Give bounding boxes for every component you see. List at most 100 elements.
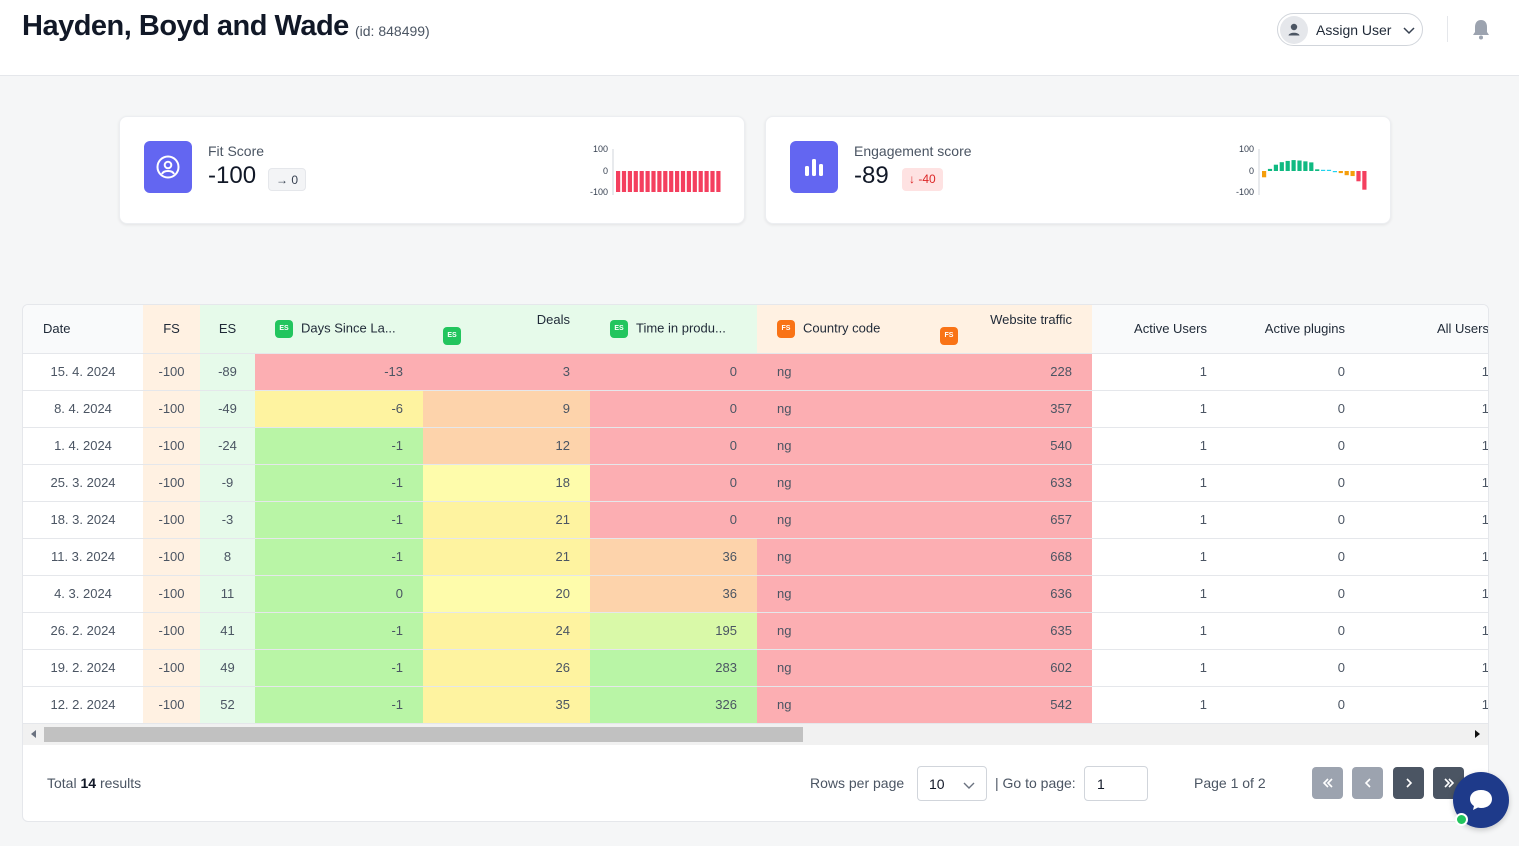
table-row[interactable]: 19. 2. 2024 -100 49 -1 26 283 ng 602 1 0 1	[23, 649, 1488, 687]
cell-es: 41	[200, 612, 255, 650]
cell-fs: -100	[143, 464, 200, 502]
cell-days: -1	[255, 427, 423, 465]
spark-bar	[663, 171, 668, 192]
cell-traffic: 542	[924, 686, 1092, 724]
go-to-page-input[interactable]	[1084, 766, 1148, 801]
table-row[interactable]: 8. 4. 2024 -100 -49 -6 9 0 ng 357 1 0 1	[23, 390, 1488, 428]
table-row[interactable]: 15. 4. 2024 -100 -89 -13 3 0 ng 228 1 0 1	[23, 353, 1488, 391]
table-body: 15. 4. 2024 -100 -89 -13 3 0 ng 228 1 0 1 8. 4. 202…	[23, 353, 1488, 724]
cell-es: -24	[200, 427, 255, 465]
cell-date: 12. 2. 2024	[23, 686, 143, 724]
spark-tick-label: 100	[593, 144, 608, 154]
rows-per-page-select[interactable]: 10	[917, 766, 987, 801]
cell-traffic: 602	[924, 649, 1092, 687]
column-header[interactable]: All Users	[1365, 305, 1488, 354]
spark-bar	[1332, 171, 1337, 173]
cell-plugins: 0	[1227, 612, 1365, 650]
cell-time: 195	[590, 612, 757, 650]
cell-traffic: 657	[924, 501, 1092, 539]
column-header[interactable]: ES Time in produ...	[590, 305, 757, 354]
cell-active-users: 1	[1092, 501, 1227, 539]
cell-traffic: 228	[924, 353, 1092, 391]
cell-days: -13	[255, 353, 423, 391]
total-prefix: Total	[47, 775, 77, 791]
column-header[interactable]: ES Deals	[423, 305, 590, 354]
spark-tick-label: 0	[603, 166, 608, 176]
first-page-button[interactable]	[1312, 767, 1343, 799]
assign-user-label: Assign User	[1316, 22, 1392, 38]
column-header-label: Deals	[536, 312, 570, 328]
cell-all-users: 1	[1365, 427, 1488, 465]
column-header[interactable]: FS Country code	[757, 305, 924, 354]
cell-active-users: 1	[1092, 575, 1227, 613]
cell-country: ng	[757, 427, 924, 465]
column-header[interactable]: Active Users	[1092, 305, 1227, 354]
engagement-score-label: Engagement score	[854, 143, 972, 159]
fit-score-delta-badge: → 0	[268, 168, 307, 191]
cell-time: 36	[590, 575, 757, 613]
scroll-right-icon[interactable]	[1475, 730, 1480, 738]
cell-country: ng	[757, 575, 924, 613]
cell-deals: 3	[423, 353, 590, 391]
column-header-label: ES	[218, 321, 237, 337]
cell-country: ng	[757, 464, 924, 502]
table-row[interactable]: 26. 2. 2024 -100 41 -1 24 195 ng 635 1 0 1	[23, 612, 1488, 650]
bar-chart-icon	[790, 141, 838, 193]
table-row[interactable]: 18. 3. 2024 -100 -3 -1 21 0 ng 657 1 0 1	[23, 501, 1488, 539]
table-row[interactable]: 4. 3. 2024 -100 11 0 20 36 ng 636 1 0 1	[23, 575, 1488, 613]
bell-icon[interactable]	[1471, 18, 1491, 45]
cell-time: 36	[590, 538, 757, 576]
cell-all-users: 1	[1365, 390, 1488, 428]
cell-days: -1	[255, 501, 423, 539]
arrow-down-icon: ↓	[909, 172, 915, 186]
cell-days: -1	[255, 612, 423, 650]
cell-plugins: 0	[1227, 575, 1365, 613]
cell-time: 326	[590, 686, 757, 724]
next-page-button[interactable]	[1393, 767, 1424, 799]
cell-active-users: 1	[1092, 353, 1227, 391]
cell-time: 0	[590, 353, 757, 391]
table-row[interactable]: 12. 2. 2024 -100 52 -1 35 326 ng 542 1 0 1	[23, 686, 1488, 724]
spark-tick-label: -100	[590, 187, 608, 197]
cell-days: -1	[255, 464, 423, 502]
cell-days: -1	[255, 686, 423, 724]
cell-deals: 26	[423, 649, 590, 687]
spark-bar	[627, 171, 632, 192]
spark-bar	[716, 171, 721, 192]
table-row[interactable]: 11. 3. 2024 -100 8 -1 21 36 ng 668 1 0 1	[23, 538, 1488, 576]
horizontal-scrollbar[interactable]	[23, 724, 1488, 745]
data-table-panel: Date FS ES ES Days Since La... ES Deals ES Time …	[22, 304, 1489, 822]
spark-bar	[675, 171, 680, 192]
column-header-label: Website traffic	[990, 312, 1072, 328]
spark-bar	[1315, 169, 1320, 171]
table-row[interactable]: 1. 4. 2024 -100 -24 -1 12 0 ng 540 1 0 1	[23, 427, 1488, 465]
spark-bar	[633, 171, 638, 192]
engagement-delta: -40	[918, 172, 936, 186]
engagement-score-value: -89	[854, 162, 889, 189]
previous-page-button[interactable]	[1352, 767, 1383, 799]
spark-bar	[1338, 171, 1343, 174]
column-header[interactable]: ES	[200, 305, 255, 354]
assign-user-button[interactable]: Assign User	[1277, 13, 1423, 46]
column-header[interactable]: Date	[23, 305, 143, 354]
cell-es: 52	[200, 686, 255, 724]
cell-time: 0	[590, 427, 757, 465]
spark-bar	[1267, 168, 1273, 171]
column-header[interactable]: Active plugins	[1227, 305, 1365, 354]
column-header-label: Time in produ...	[636, 320, 726, 336]
table-row[interactable]: 25. 3. 2024 -100 -9 -1 18 0 ng 633 1 0 1	[23, 464, 1488, 502]
cell-traffic: 540	[924, 427, 1092, 465]
spark-bar	[680, 171, 686, 192]
cell-time: 0	[590, 501, 757, 539]
cell-traffic: 668	[924, 538, 1092, 576]
cell-active-users: 1	[1092, 538, 1227, 576]
column-header[interactable]: ES Days Since La...	[255, 305, 423, 354]
column-header[interactable]: FS Website traffic	[924, 305, 1092, 354]
cell-date: 8. 4. 2024	[23, 390, 143, 428]
scroll-left-icon[interactable]	[31, 730, 36, 738]
spark-bar	[1350, 171, 1355, 177]
spark-bar	[1356, 171, 1361, 182]
scrollbar-thumb[interactable]	[44, 727, 803, 742]
es-tag-icon: ES	[275, 319, 293, 338]
column-header[interactable]: FS	[143, 305, 200, 354]
